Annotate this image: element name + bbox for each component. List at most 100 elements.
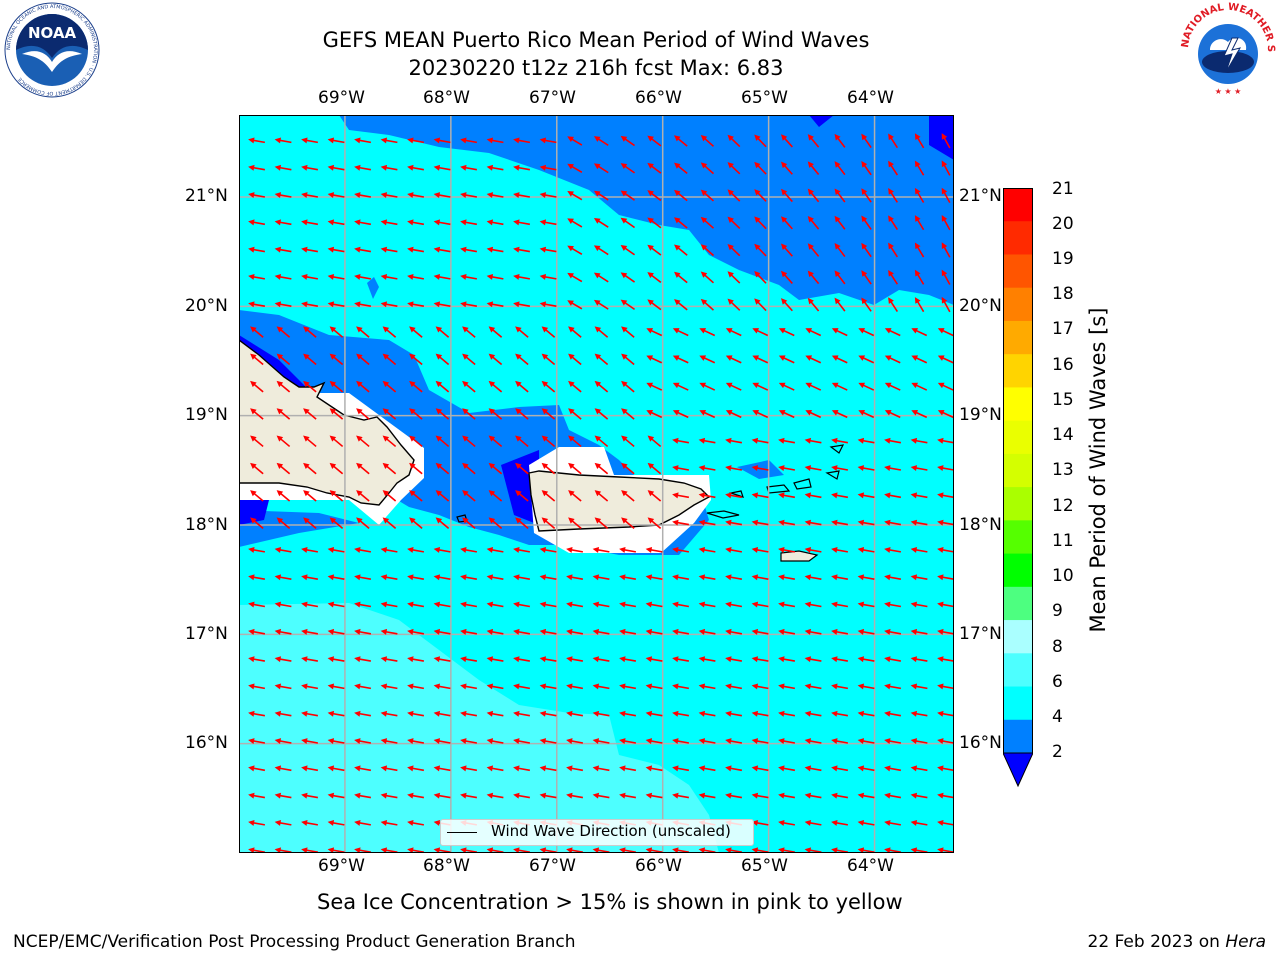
wind-wave-arrow (568, 326, 582, 338)
wind-wave-arrow (276, 380, 291, 393)
wind-wave-arrow (594, 353, 609, 366)
wind-wave-arrow (409, 490, 423, 502)
wind-wave-arrow (698, 683, 716, 690)
wind-wave-arrow (435, 380, 450, 393)
wind-wave-arrow (407, 274, 425, 280)
wind-wave-arrow (486, 656, 504, 663)
wind-wave-arrow (592, 656, 610, 663)
colorbar-frame (1003, 188, 1033, 754)
wind-wave-arrow (674, 135, 688, 147)
colorbar-svg (1002, 188, 1034, 788)
wind-wave-arrow (460, 656, 478, 663)
wind-wave-arrow (382, 380, 397, 393)
wind-wave-arrow (937, 683, 955, 690)
wind-wave-arrow (778, 601, 796, 608)
wind-wave-arrow (914, 187, 925, 203)
wind-wave-arrow (725, 765, 743, 772)
wind-wave-arrow (619, 547, 637, 553)
wind-wave-arrow (700, 271, 715, 284)
colorbar-label-15: 15 (1052, 390, 1074, 410)
wind-wave-arrow (303, 490, 317, 502)
wind-wave-arrow (647, 517, 662, 529)
wind-wave-arrow (356, 435, 370, 448)
wind-wave-arrow (698, 628, 716, 635)
wind-wave-arrow (780, 188, 793, 203)
wind-wave-arrow (619, 847, 637, 854)
wind-wave-arrow (804, 738, 822, 745)
wind-wave-arrow (567, 245, 583, 255)
wind-wave-arrow (647, 190, 662, 202)
wind-wave-arrow (914, 160, 925, 176)
wind-wave-arrow (460, 192, 478, 199)
wind-wave-arrow (274, 792, 292, 799)
wind-wave-arrow (698, 574, 716, 581)
wind-wave-arrow (274, 301, 292, 308)
wind-wave-arrow (435, 462, 450, 475)
wind-wave-arrow (834, 243, 846, 258)
wind-wave-arrow (303, 326, 317, 338)
wind-wave-arrow (778, 437, 796, 444)
wind-wave-arrow (567, 218, 583, 228)
wind-wave-arrow (303, 517, 317, 529)
wind-wave-arrow (488, 380, 503, 393)
wind-wave-arrow (884, 465, 902, 472)
wind-wave-arrow (857, 492, 875, 499)
wind-wave-arrow (409, 353, 423, 366)
wind-wave-arrow (276, 517, 291, 529)
wind-wave-arrow (620, 217, 636, 229)
wind-wave-arrow (380, 137, 398, 144)
wind-wave-arrow (725, 574, 743, 581)
wind-wave-arrow (780, 243, 793, 257)
band-2-4-east (737, 460, 784, 479)
wind-wave-arrow (804, 710, 822, 717)
wind-wave-arrow (858, 355, 875, 364)
wind-wave-arrow (727, 216, 741, 230)
wind-wave-arrow (914, 215, 925, 231)
wind-wave-arrow (621, 462, 635, 475)
wind-wave-arrow (699, 355, 716, 364)
wind-wave-arrow (831, 792, 849, 799)
wind-wave-arrow (831, 683, 849, 690)
wind-wave-arrow (380, 710, 398, 717)
wind-wave-arrow (910, 437, 928, 444)
wind-wave-arrow (857, 792, 875, 799)
wind-wave-arrow (727, 243, 741, 257)
wind-wave-arrow (645, 574, 663, 581)
wind-wave-arrow (619, 601, 637, 608)
wind-wave-arrow (354, 765, 372, 772)
wind-wave-arrow (620, 163, 636, 174)
wind-wave-arrow (647, 244, 662, 256)
wind-wave-arrow (594, 462, 609, 475)
wind-wave-arrow (327, 601, 345, 608)
wind-wave-arrow (725, 710, 743, 717)
wind-wave-arrow (407, 219, 425, 226)
wind-wave-arrow (327, 738, 345, 745)
wind-wave-arrow (541, 517, 556, 529)
wind-wave-arrow (462, 490, 476, 502)
wind-wave-arrow (486, 601, 504, 608)
wind-wave-arrow (513, 574, 531, 581)
wind-wave-arrow (647, 462, 662, 475)
wind-wave-arrow (276, 462, 291, 475)
wind-wave-arrow (646, 382, 663, 391)
wind-wave-arrow (831, 410, 848, 419)
wind-wave-arrow (460, 847, 478, 854)
wind-wave-arrow (834, 133, 846, 148)
wind-wave-arrow (804, 601, 822, 608)
wind-wave-arrow (515, 408, 529, 420)
svg-text:★ ★ ★: ★ ★ ★ (1215, 87, 1242, 96)
wind-wave-arrow (805, 382, 822, 391)
wind-wave-arrow (407, 765, 425, 772)
wind-wave-arrow (354, 847, 372, 854)
wind-wave-arrow (727, 189, 741, 202)
wind-wave-arrow (274, 765, 292, 772)
land-virgin-islands (728, 444, 845, 498)
lon-tick-bottom-64w: 64°W (847, 856, 894, 876)
wind-wave-arrow (831, 628, 849, 635)
wind-wave-arrow (433, 164, 451, 171)
wind-wave-arrow (433, 246, 451, 253)
wind-wave-arrow (407, 683, 425, 690)
wind-wave-arrow (911, 382, 928, 391)
wind-wave-arrow (433, 219, 451, 226)
wind-wave-arrow (566, 683, 584, 690)
